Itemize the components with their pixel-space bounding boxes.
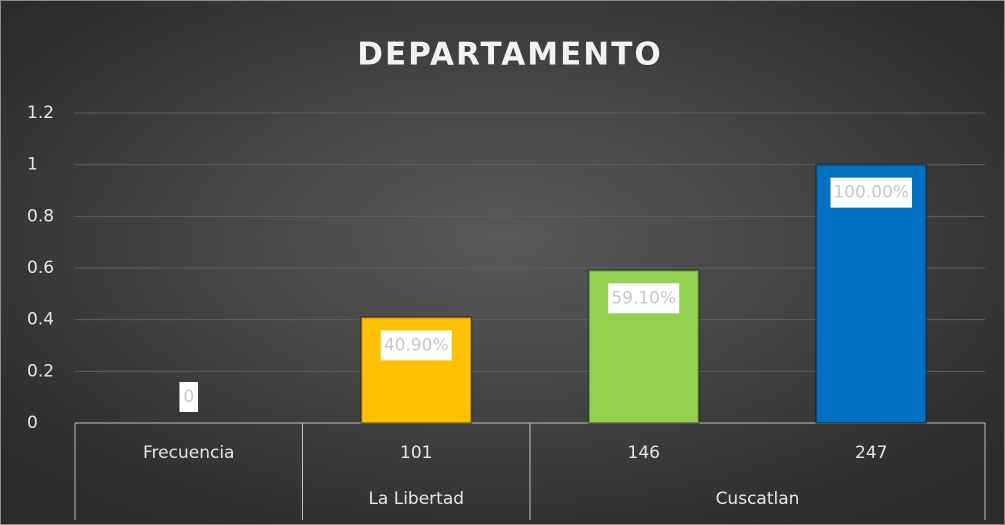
- group-label: La Libertad: [368, 489, 464, 509]
- y-tick-label: 1: [27, 155, 38, 175]
- chart-title: DEPARTAMENTO: [357, 37, 662, 73]
- value-label: 0: [183, 387, 194, 407]
- x-tick-label: 101: [400, 443, 432, 463]
- value-label-box: [608, 283, 680, 314]
- y-tick-label: 0.8: [27, 206, 54, 226]
- value-label: 59.10%: [611, 288, 676, 308]
- y-tick-label: 0: [27, 413, 38, 433]
- x-tick-label: 146: [628, 443, 660, 463]
- value-label: 40.90%: [384, 335, 449, 355]
- y-tick-label: 1.2: [27, 103, 54, 123]
- y-tick-label: 0.4: [27, 310, 54, 330]
- value-label: 100.00%: [833, 183, 909, 203]
- y-tick-label: 0.2: [27, 361, 54, 381]
- value-label-box: [179, 382, 198, 412]
- value-label-box: [830, 177, 912, 208]
- group-label: Cuscatlan: [716, 489, 800, 509]
- bar: [815, 163, 928, 425]
- x-tick-label: 247: [855, 443, 887, 463]
- x-tick-label: Frecuencia: [143, 443, 234, 463]
- y-tick-label: 0.6: [27, 258, 54, 278]
- value-label-box: [380, 330, 452, 361]
